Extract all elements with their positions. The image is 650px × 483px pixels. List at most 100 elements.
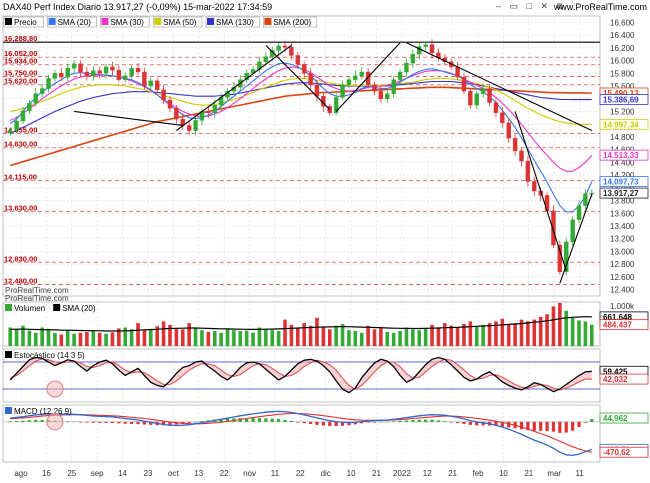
volume-bar: [423, 328, 428, 346]
macd-histogram-bar: [85, 421, 89, 423]
volume-bar: [59, 334, 64, 346]
macd-histogram-bar: [110, 421, 115, 424]
candle-body: [154, 80, 160, 91]
level-label: 16.052,00: [4, 49, 37, 58]
volume-bar: [372, 329, 377, 346]
candle-body: [512, 137, 518, 152]
x-axis-label: nov: [243, 469, 256, 478]
macd-histogram-bar: [500, 421, 504, 427]
copy-icon[interactable]: ⧉: [556, 1, 567, 11]
volume-bar: [366, 325, 370, 346]
volume-bar: [72, 333, 76, 346]
x-axis-label: sep: [91, 469, 104, 478]
volume-bar: [526, 321, 530, 346]
volume-bar: [174, 328, 179, 346]
macd-histogram-bar: [200, 420, 204, 422]
restore-icon[interactable]: ▭: [509, 1, 522, 11]
stoch-k-line: [9, 356, 592, 394]
macd-value-label: -470,62: [603, 448, 631, 457]
candle-body: [500, 112, 505, 124]
volume-bar: [180, 329, 185, 346]
candle-body: [410, 53, 416, 64]
minus-icon[interactable]: –: [496, 1, 505, 11]
macd-histogram-bar: [14, 420, 19, 422]
macd-value-label: 44,962: [603, 414, 628, 423]
x-axis-label: 10: [347, 469, 356, 478]
volume-bar: [455, 327, 460, 346]
volume-bar: [359, 332, 364, 346]
macd-histogram-bar: [283, 419, 287, 422]
volume-bar: [532, 319, 537, 346]
candle-body: [583, 193, 588, 206]
price-y-tick: 13.200: [610, 235, 635, 244]
macd-value-tag: [599, 446, 649, 458]
macd-histogram-bar: [225, 418, 230, 422]
legend-label: SMA (30): [110, 18, 144, 27]
x-axis-label: 22: [296, 469, 305, 478]
volume-panel: [2, 301, 601, 347]
macd-histogram-bar: [545, 421, 549, 432]
macd-histogram-bar: [78, 421, 83, 423]
close-icon[interactable]: ✕: [540, 1, 552, 11]
candle-body: [461, 76, 467, 92]
stochastic-panel: [2, 348, 601, 403]
candle-body: [391, 79, 396, 94]
legend-swatch: [154, 18, 162, 25]
x-axis-label: oct: [168, 469, 179, 478]
watermark: ProRealTime.com: [5, 286, 69, 295]
macd-histogram-bar: [379, 421, 383, 423]
x-axis-label: 21: [372, 469, 381, 478]
level-label: 16.288,80: [4, 34, 37, 43]
candle-body: [97, 70, 102, 74]
volume-bar: [481, 324, 485, 346]
macd-histogram-bar: [27, 420, 31, 422]
macd-histogram-bar: [161, 421, 166, 426]
x-axis-label: 12: [423, 469, 432, 478]
volume-bar: [340, 324, 345, 346]
macd-histogram-bar: [532, 421, 536, 431]
candle-body: [78, 63, 83, 73]
volume-bar: [334, 325, 338, 346]
watermark: ProRealTime.com: [5, 294, 69, 303]
x-axis-label: feb: [472, 469, 484, 478]
volume-bar: [251, 332, 255, 346]
price-y-tick: 13.800: [610, 197, 635, 206]
macd-histogram-bar: [443, 421, 447, 422]
volume-bar: [302, 323, 306, 346]
macd-histogram-bar: [577, 421, 581, 428]
macd-histogram-bar: [539, 421, 543, 431]
candle-body: [365, 71, 371, 85]
volume-bar: [110, 332, 115, 346]
macd-histogram-bar: [385, 421, 389, 423]
volume-bar: [46, 328, 51, 346]
site-url[interactable]: www.ProRealTime.com: [553, 2, 647, 12]
volume-bar: [564, 310, 569, 346]
volume-bar: [494, 321, 498, 346]
legend-label: SMA (200): [273, 18, 311, 27]
stoch-fill: [10, 357, 592, 393]
volume-value-tag: [599, 319, 649, 331]
candle-body: [576, 205, 582, 220]
macd-histogram-bar: [315, 421, 319, 425]
volume-bar: [232, 330, 236, 346]
maximize-icon[interactable]: □: [526, 1, 535, 11]
volume-bar: [104, 333, 108, 346]
candle-body: [397, 71, 403, 80]
candle-body: [525, 160, 531, 182]
macd-histogram-bar: [583, 421, 588, 423]
volume-bar: [551, 306, 556, 346]
volume-bar: [577, 320, 581, 346]
window-toolbar[interactable]: – ▭ □ ✕ ⧉: [496, 1, 566, 12]
macd-histogram-bar: [507, 421, 511, 428]
candle-body: [276, 45, 281, 51]
volume-bar: [558, 302, 562, 346]
stoch-highlight-circle: [46, 380, 64, 398]
price-y-tick: 13.400: [610, 222, 635, 231]
level-label: 13.630,00: [4, 203, 37, 212]
legend-box: [205, 16, 260, 28]
macd-histogram-bar: [366, 421, 370, 423]
volume-bar: [398, 331, 402, 346]
macd-histogram-bar: [468, 421, 472, 425]
candle-body: [474, 93, 479, 106]
